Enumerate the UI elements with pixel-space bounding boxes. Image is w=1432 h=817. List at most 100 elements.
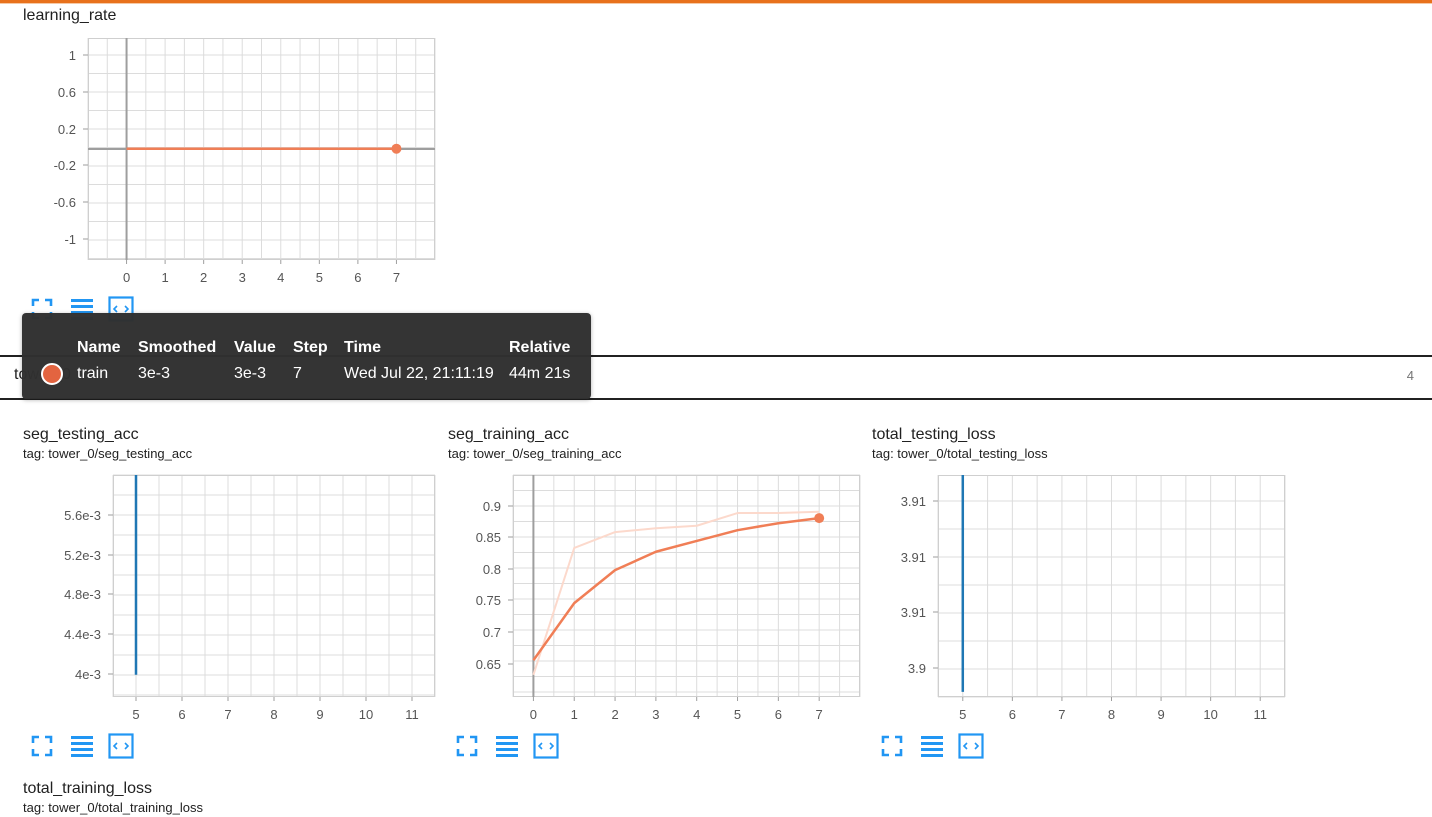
series-line-smoothed bbox=[532, 516, 820, 661]
y-axis-seg-training-acc: 0.9 0.85 0.8 0.75 0.7 0.65 bbox=[476, 499, 513, 672]
x-tick-label: 8 bbox=[270, 707, 277, 722]
x-tick-label: 11 bbox=[1253, 707, 1267, 722]
tooltip-cell-relative: 44m 21s bbox=[509, 365, 571, 382]
y-axis-learning-rate: 1 0.6 0.2 -0.2 -0.6 -1 bbox=[54, 48, 88, 247]
chart-learning-rate[interactable] bbox=[87, 38, 436, 260]
y-tick-label: 0.6 bbox=[58, 85, 76, 100]
y-tick-label: 3.9 bbox=[908, 661, 926, 676]
tooltip-header-smoothed: Smoothed bbox=[138, 339, 217, 356]
top-accent-bar bbox=[0, 0, 1432, 3]
x-tick-label: 6 bbox=[1009, 707, 1016, 722]
x-tick-label: 1 bbox=[161, 270, 168, 285]
series-point-highlight bbox=[814, 513, 825, 524]
x-tick-label: 6 bbox=[354, 270, 361, 285]
y-axis-total-testing-loss: 3.91 3.91 3.91 3.9 bbox=[901, 494, 938, 676]
x-tick-label: 4 bbox=[693, 707, 700, 722]
chart-tag-seg-training-acc: tag: tower_0/seg_training_acc bbox=[448, 446, 622, 461]
y-tick-label: 0.2 bbox=[58, 122, 76, 137]
chart-title-learning-rate: learning_rate bbox=[23, 7, 117, 24]
x-axis-total-testing-loss: 5 6 7 8 9 10 11 bbox=[959, 697, 1267, 722]
series-color-swatch bbox=[41, 363, 63, 385]
x-tick-label: 3 bbox=[239, 270, 246, 285]
expand-icon[interactable] bbox=[879, 733, 905, 759]
y-tick-label: 3.91 bbox=[901, 550, 926, 565]
chart-tag-seg-testing-acc: tag: tower_0/seg_testing_acc bbox=[23, 446, 193, 461]
y-tick-label: 5.2e-3 bbox=[64, 548, 101, 563]
data-tooltip: Name Smoothed Value Step Time Relative t… bbox=[22, 313, 591, 399]
tooltip-cell-time: Wed Jul 22, 21:11:19 bbox=[344, 365, 494, 382]
y-tick-label: 3.91 bbox=[901, 494, 926, 509]
x-tick-label: 7 bbox=[1058, 707, 1065, 722]
x-tick-label: 9 bbox=[1157, 707, 1164, 722]
series-line-raw bbox=[532, 510, 820, 676]
tooltip-header-step: Step bbox=[293, 339, 328, 356]
tooltip-header-relative: Relative bbox=[509, 339, 571, 356]
x-tick-label: 10 bbox=[359, 707, 373, 722]
chart-toolbar-total-testing-loss bbox=[879, 733, 989, 759]
y-tick-label: -1 bbox=[64, 232, 76, 247]
y-tick-label: -0.2 bbox=[54, 158, 76, 173]
chart-title-total-testing-loss: total_testing_loss bbox=[872, 426, 996, 443]
x-tick-label: 10 bbox=[1203, 707, 1217, 722]
fit-domain-icon[interactable] bbox=[533, 733, 559, 759]
expand-icon[interactable] bbox=[454, 733, 480, 759]
chart-tag-total-testing-loss: tag: tower_0/total_testing_loss bbox=[872, 446, 1048, 461]
chart-total-testing-loss[interactable] bbox=[937, 475, 1286, 698]
y-tick-label: 3.91 bbox=[901, 605, 926, 620]
plot-frame bbox=[938, 475, 1285, 697]
y-tick-label: 0.7 bbox=[483, 625, 501, 640]
tooltip-cell-step: 7 bbox=[293, 365, 302, 382]
group-divider-bottom bbox=[0, 398, 1432, 400]
x-tick-label: 7 bbox=[224, 707, 231, 722]
chart-title-total-training-loss: total_training_loss bbox=[23, 780, 152, 797]
y-axis-seg-testing-acc: 5.6e-3 5.2e-3 4.8e-3 4.4e-3 4e-3 bbox=[64, 508, 113, 682]
chart-tag-total-training-loss: tag: tower_0/total_training_loss bbox=[23, 800, 203, 815]
fit-domain-icon[interactable] bbox=[958, 733, 984, 759]
list-icon[interactable] bbox=[919, 733, 945, 759]
top-accent-shadow bbox=[0, 3, 1432, 4]
y-tick-label: 0.9 bbox=[483, 499, 501, 514]
y-tick-label: 5.6e-3 bbox=[64, 508, 101, 523]
tooltip-cell-value: 3e-3 bbox=[234, 365, 267, 382]
x-axis-seg-testing-acc: 5 6 7 8 9 10 11 bbox=[132, 697, 419, 722]
tooltip-header-value: Value bbox=[234, 339, 276, 356]
y-tick-label: 0.8 bbox=[483, 562, 501, 577]
x-tick-label: 5 bbox=[959, 707, 966, 722]
x-tick-label: 2 bbox=[200, 270, 207, 285]
y-tick-label: 0.75 bbox=[476, 593, 501, 608]
chart-toolbar-seg-testing-acc bbox=[29, 733, 139, 759]
x-tick-label: 11 bbox=[405, 707, 419, 722]
x-axis-seg-training-acc: 0 1 2 3 4 5 6 7 bbox=[530, 697, 823, 722]
y-tick-label: 4.8e-3 bbox=[64, 587, 101, 602]
chart-seg-testing-acc[interactable] bbox=[112, 474, 436, 697]
chart-seg-training-acc[interactable] bbox=[512, 474, 861, 697]
tooltip-cell-name: train bbox=[77, 365, 109, 382]
series-point-highlight bbox=[391, 143, 402, 154]
list-icon[interactable] bbox=[69, 733, 95, 759]
x-axis-learning-rate: 0 1 2 3 4 5 6 7 bbox=[123, 260, 400, 285]
x-tick-label: 1 bbox=[571, 707, 578, 722]
group-count: 4 bbox=[1406, 368, 1414, 383]
fit-domain-icon[interactable] bbox=[108, 733, 134, 759]
plot-frame bbox=[113, 475, 435, 697]
chart-title-seg-testing-acc: seg_testing_acc bbox=[23, 426, 139, 443]
y-tick-label: 0.85 bbox=[476, 530, 501, 545]
chart-title-seg-training-acc: seg_training_acc bbox=[448, 426, 569, 443]
group-divider-top bbox=[0, 355, 1432, 357]
y-tick-label: -0.6 bbox=[54, 195, 76, 210]
y-tick-label: 4e-3 bbox=[75, 667, 101, 682]
expand-icon[interactable] bbox=[29, 733, 55, 759]
y-tick-label: 1 bbox=[69, 48, 76, 63]
tooltip-header-time: Time bbox=[344, 339, 382, 356]
chart-toolbar-seg-training-acc bbox=[454, 733, 564, 759]
list-icon[interactable] bbox=[494, 733, 520, 759]
x-tick-label: 5 bbox=[132, 707, 139, 722]
y-tick-label: 4.4e-3 bbox=[64, 627, 101, 642]
tooltip-cell-smoothed: 3e-3 bbox=[138, 365, 171, 382]
x-tick-label: 5 bbox=[316, 270, 323, 285]
x-tick-label: 4 bbox=[277, 270, 284, 285]
y-tick-label: 0.65 bbox=[476, 657, 501, 672]
x-tick-label: 9 bbox=[316, 707, 323, 722]
x-tick-label: 2 bbox=[611, 707, 618, 722]
expand-icon[interactable] bbox=[29, 296, 55, 322]
